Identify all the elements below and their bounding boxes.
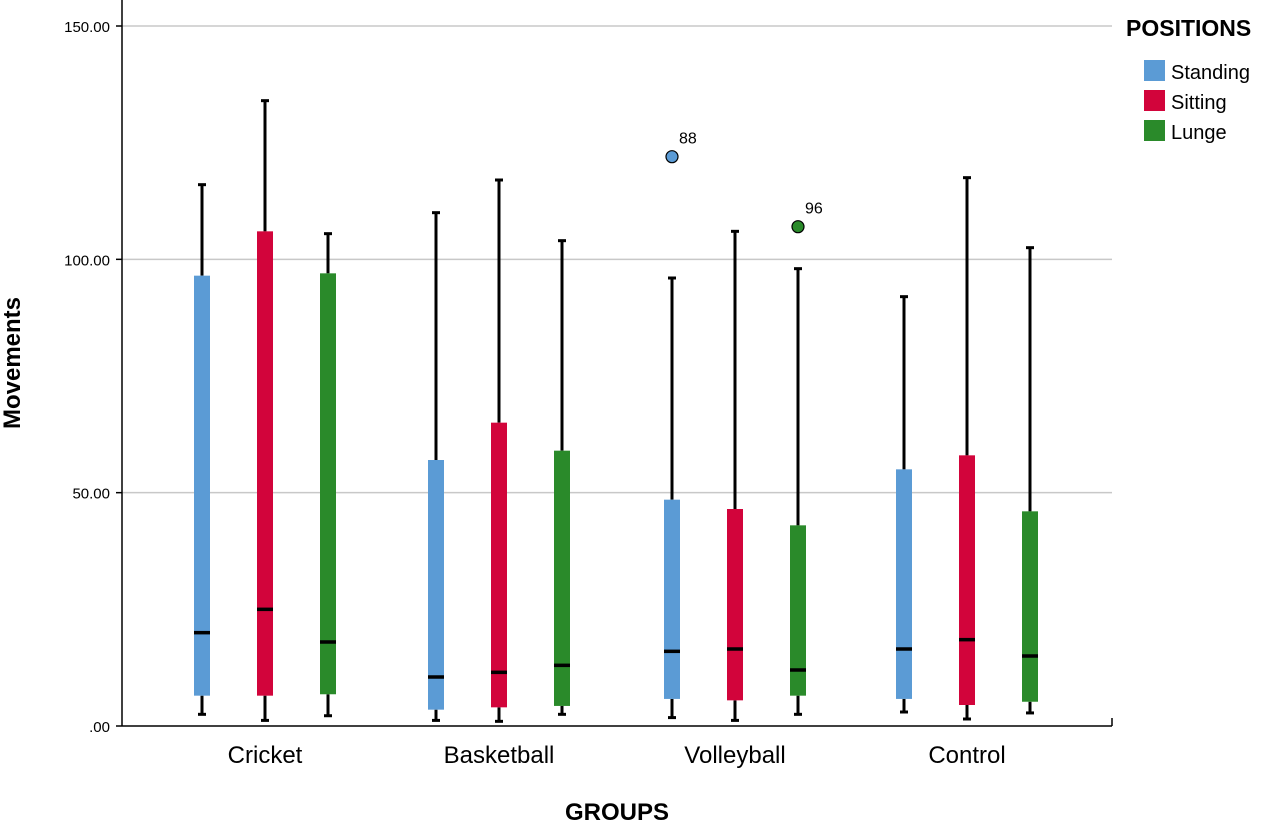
box-basketball-standing-body: [428, 460, 444, 710]
x-category-label-cricket: Cricket: [228, 742, 303, 769]
x-category-label-control: Control: [928, 742, 1005, 769]
y-tick-label-2: 100.00: [64, 252, 110, 269]
box-cricket-sitting: [257, 99, 273, 722]
legend: POSITIONS Standing Sitting Lunge: [1126, 15, 1251, 144]
y-tick-label-3: 150.00: [64, 19, 110, 36]
box-control-lunge: [1022, 246, 1038, 715]
box-volleyball-sitting: [727, 229, 743, 722]
x-category-labels: Cricket Basketball Volleyball Control: [228, 742, 1006, 769]
box-volleyball-standing: [664, 276, 680, 720]
outlier-point-96: [791, 220, 805, 234]
y-axis-title: Movements: [0, 297, 26, 429]
outliers: 88 96: [665, 131, 823, 234]
box-volleyball-standing-body: [664, 499, 680, 699]
box-control-standing-body: [896, 469, 912, 699]
outlier-label-88: 88: [679, 131, 697, 148]
box-cricket-standing: [194, 183, 210, 716]
axes: [121, 0, 1113, 727]
box-basketball-standing: [428, 211, 444, 722]
box-basketball-lunge: [554, 239, 570, 716]
box-cricket-lunge-body: [320, 273, 336, 695]
legend-label-sitting: Sitting: [1171, 92, 1227, 114]
legend-swatch-sitting: [1144, 90, 1165, 111]
x-category-label-volleyball: Volleyball: [684, 742, 785, 769]
box-control-sitting: [959, 176, 975, 721]
box-volleyball-lunge: [790, 267, 806, 716]
box-basketball-sitting: [491, 178, 507, 723]
gridlines: [122, 25, 1112, 494]
outlier-label-96: 96: [805, 201, 823, 218]
legend-label-lunge: Lunge: [1171, 122, 1227, 144]
box-control-sitting-body: [959, 455, 975, 705]
box-volleyball-lunge-body: [790, 525, 806, 696]
outlier-point-88: [665, 150, 679, 164]
box-basketball-lunge-body: [554, 450, 570, 706]
box-cricket-lunge: [320, 232, 336, 718]
x-axis-title: GROUPS: [565, 799, 669, 823]
box-series: [194, 99, 1038, 723]
y-tick-label-1: 50.00: [72, 486, 110, 503]
box-control-lunge-body: [1022, 511, 1038, 702]
legend-label-standing: Standing: [1171, 62, 1250, 84]
legend-swatch-lunge: [1144, 120, 1165, 141]
y-tick-label-0: .00: [89, 719, 110, 736]
box-cricket-sitting-body: [257, 231, 273, 696]
box-control-standing: [896, 295, 912, 714]
box-basketball-sitting-body: [491, 422, 507, 708]
x-category-label-basketball: Basketball: [444, 742, 555, 769]
legend-title: POSITIONS: [1126, 15, 1251, 41]
box-cricket-standing-body: [194, 275, 210, 696]
box-volleyball-sitting-body: [727, 509, 743, 701]
legend-swatch-standing: [1144, 60, 1165, 81]
y-tick-labels: .00 50.00 100.00 150.00: [64, 19, 122, 736]
